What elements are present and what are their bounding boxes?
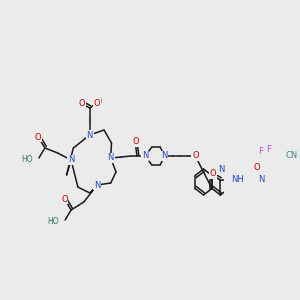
Text: N: N (94, 181, 101, 190)
Text: O: O (133, 137, 140, 146)
Text: HO: HO (21, 154, 33, 164)
Text: N: N (68, 155, 74, 164)
Text: F: F (258, 148, 263, 157)
Text: N: N (87, 130, 93, 140)
Text: CN: CN (285, 151, 298, 160)
Text: N: N (108, 154, 114, 163)
Text: N: N (218, 166, 224, 175)
Text: N: N (161, 152, 168, 160)
Text: HO: HO (47, 217, 59, 226)
Text: O: O (35, 133, 41, 142)
Text: O: O (61, 194, 68, 203)
Text: O: O (192, 152, 199, 160)
Text: N: N (142, 152, 148, 160)
Text: O: O (210, 169, 216, 178)
Text: O: O (78, 98, 85, 107)
Text: H: H (96, 98, 101, 104)
Text: N: N (258, 176, 265, 184)
Text: O: O (253, 163, 260, 172)
Text: F: F (267, 146, 272, 154)
Text: O: O (93, 98, 100, 107)
Text: NH: NH (231, 176, 244, 184)
